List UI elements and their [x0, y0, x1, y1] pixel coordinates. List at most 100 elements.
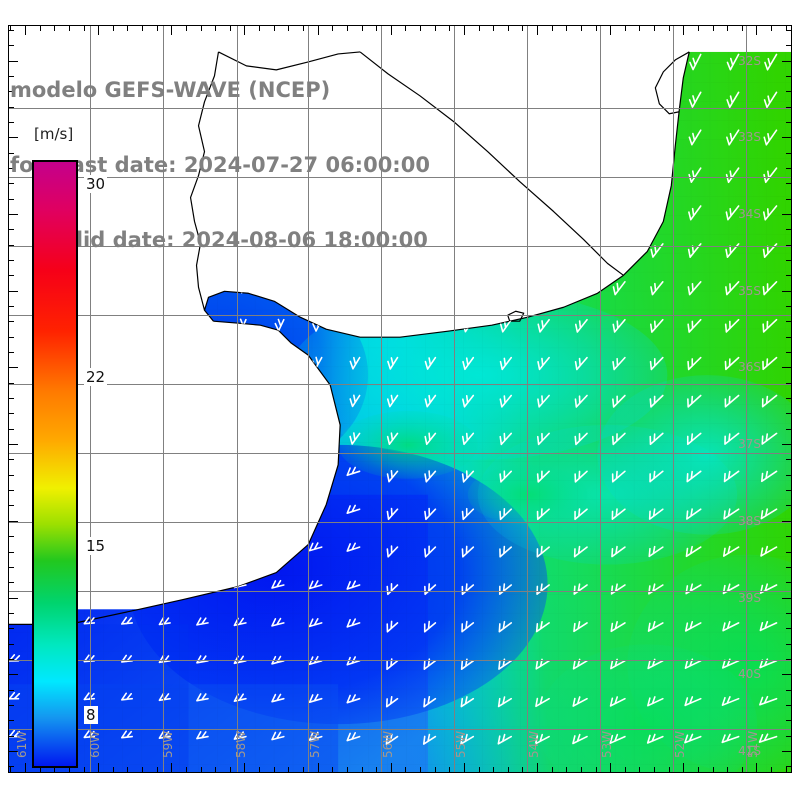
wind-barb	[762, 205, 778, 221]
axis-tick	[786, 259, 791, 261]
wind-barb	[536, 432, 550, 446]
axis-tick	[215, 767, 217, 772]
axis-tick	[9, 121, 14, 123]
axis-tick	[9, 536, 14, 538]
axis-tick	[551, 26, 553, 31]
axis-tick	[639, 26, 641, 31]
axis-tick	[9, 91, 14, 93]
axis-tick	[156, 767, 158, 772]
axis-tick	[376, 26, 378, 31]
wind-barb	[423, 696, 437, 708]
axis-tick	[9, 167, 14, 169]
axis-tick	[786, 413, 791, 415]
wind-barb	[386, 394, 399, 408]
wind-barb	[424, 394, 437, 408]
axis-tick	[782, 137, 791, 139]
wind-barb	[684, 621, 702, 632]
colorbar-tick-label: 8	[84, 705, 98, 724]
axis-tick	[142, 26, 144, 31]
axis-tick	[786, 75, 791, 77]
axis-tick	[786, 183, 791, 185]
axis-tick	[654, 26, 656, 31]
wind-barb	[462, 394, 475, 408]
wind-barb	[686, 432, 702, 446]
colorbar-gradient[interactable]	[32, 160, 78, 768]
axis-tick	[9, 582, 14, 584]
wind-barb	[687, 318, 702, 333]
axis-tick	[595, 767, 597, 772]
wind-barb	[688, 91, 702, 108]
wind-barb	[685, 545, 702, 558]
axis-tick	[786, 275, 791, 277]
axis-tick	[83, 26, 85, 31]
axis-tick	[10, 767, 12, 772]
wind-barb	[308, 618, 323, 628]
wind-barb	[536, 470, 550, 483]
axis-tick	[405, 767, 407, 772]
axis-tick	[654, 767, 656, 772]
axis-tick	[39, 767, 41, 772]
axis-tick	[9, 183, 14, 185]
wind-barb	[573, 545, 588, 558]
axis-tick	[782, 674, 791, 676]
axis-tick	[9, 244, 14, 246]
wind-barb	[461, 620, 475, 633]
wind-barb	[612, 356, 626, 371]
wind-barb	[722, 620, 740, 632]
axis-tick	[786, 428, 791, 430]
axis-tick	[741, 767, 743, 772]
forecast-date-line: forecast date: 2024-07-27 06:00:00	[10, 153, 430, 177]
axis-tick	[434, 767, 436, 772]
wind-barb	[573, 621, 588, 633]
wind-barb	[461, 545, 475, 558]
axis-tick	[786, 398, 791, 400]
axis-tick	[288, 26, 290, 31]
map-plot-area[interactable]: 32S 33S 34S 35S 36S 37S 38S 39S 40S 41S 61W 60W 59W…	[8, 25, 792, 773]
wind-barb	[725, 281, 740, 296]
axis-tick	[782, 444, 791, 446]
axis-tick	[786, 106, 791, 108]
axis-tick	[9, 321, 14, 323]
wind-barb	[535, 696, 550, 708]
axis-tick	[478, 26, 480, 31]
axis-tick	[317, 763, 319, 772]
wind-barb	[346, 504, 361, 514]
wind-barb	[349, 394, 361, 408]
wind-barb	[346, 542, 361, 552]
axis-tick	[727, 26, 729, 31]
wind-barb	[724, 394, 740, 408]
wind-barb	[158, 730, 171, 739]
wind-barb	[386, 620, 399, 633]
wind-barb	[574, 432, 588, 446]
wind-barb	[649, 318, 664, 333]
wind-barb	[650, 281, 664, 296]
wind-barb	[612, 394, 626, 408]
axis-tick	[449, 767, 451, 772]
colorbar-tick-label: 30	[84, 175, 108, 194]
wind-barb	[121, 692, 133, 701]
axis-tick	[54, 26, 56, 31]
wind-barb	[726, 129, 740, 146]
axis-tick	[9, 60, 18, 62]
axis-tick	[786, 382, 791, 384]
axis-tick	[171, 763, 173, 772]
wind-barb	[725, 205, 740, 221]
axis-tick	[712, 767, 714, 772]
wind-barb	[762, 356, 778, 371]
axis-tick	[9, 428, 14, 430]
axis-tick	[376, 767, 378, 772]
axis-tick	[185, 767, 187, 772]
axis-tick	[786, 29, 791, 31]
axis-tick	[244, 26, 246, 35]
axis-tick	[786, 198, 791, 200]
axis-tick	[697, 26, 699, 31]
axis-tick	[244, 763, 246, 772]
axis-tick	[668, 767, 670, 772]
axis-tick	[229, 767, 231, 772]
axis-tick	[68, 26, 70, 31]
wind-barb	[499, 356, 513, 371]
wind-barb	[499, 470, 513, 483]
wind-barb	[308, 731, 323, 741]
wind-barb	[349, 356, 361, 370]
wind-barb	[308, 693, 323, 703]
